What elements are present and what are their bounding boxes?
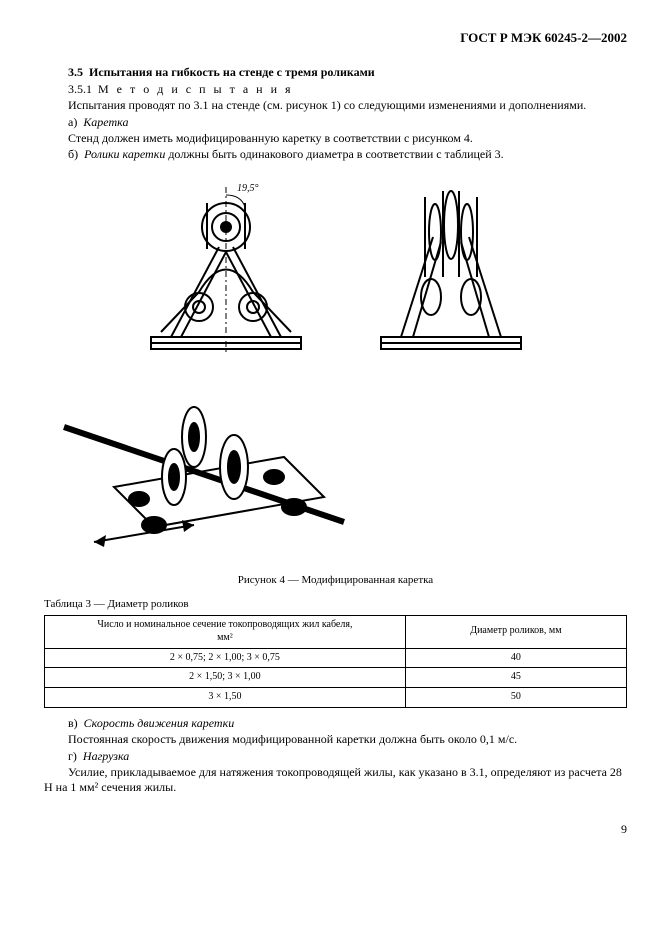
item-a-title: Каретка [83, 115, 128, 129]
subsection-num: 3.5.1 [68, 82, 92, 96]
item-g-label: г) [68, 749, 77, 763]
rollers-table: Число и номинальное сечение токопроводящ… [44, 615, 627, 708]
item-g-text: Усилие, прикладываемое для натяжения ток… [44, 765, 627, 796]
intro-para: Испытания проводят по 3.1 на стенде (см.… [44, 98, 627, 113]
item-v-label: в) [68, 716, 78, 730]
angle-label: 19,5° [237, 183, 259, 194]
cell-b: 50 [405, 688, 626, 708]
table-header-b: Диаметр роликов, мм [405, 615, 626, 648]
cell-b: 40 [405, 648, 626, 668]
table-header-a: Число и номинальное сечение токопроводящ… [45, 615, 406, 648]
item-v-title: Скорость движения каретки [84, 716, 235, 730]
table-row: 2 × 0,75; 2 × 1,00; 3 × 0,75 40 [45, 648, 627, 668]
item-v-header: в) Скорость движения каретки [44, 716, 627, 731]
table-row: 2 × 1,50; 3 × 1,00 45 [45, 668, 627, 688]
item-b-label: б) [68, 147, 78, 161]
subsection-line: 3.5.1 М е т о д и с п ы т а н и я [44, 82, 627, 97]
cell-a: 2 × 1,50; 3 × 1,00 [45, 668, 406, 688]
header-a-l1: Число и номинальное сечение токопроводящ… [97, 619, 352, 630]
item-g-title: Нагрузка [83, 749, 129, 763]
section-title: 3.5 Испытания на гибкость на стенде с тр… [44, 65, 627, 80]
figure-caption: Рисунок 4 — Модифицированная каретка [44, 573, 627, 587]
figures-row: 19,5° [44, 177, 627, 357]
standard-header: ГОСТ Р МЭК 60245-2—2002 [44, 30, 627, 47]
subsection-title: М е т о д и с п ы т а н и я [98, 82, 293, 96]
item-b-line: б) Ролики каретки должны быть одинаковог… [44, 147, 627, 162]
item-g-header: г) Нагрузка [44, 749, 627, 764]
item-a-header: а) Каретка [44, 115, 627, 130]
figure-front-view: 19,5° [141, 177, 311, 357]
item-v-text: Постоянная скорость движения модифициров… [44, 732, 627, 747]
page-number: 9 [44, 822, 627, 837]
item-b-title: Ролики каретки [84, 147, 165, 161]
item-a-label: а) [68, 115, 77, 129]
item-a-text: Стенд должен иметь модифицированную каре… [44, 131, 627, 146]
header-a-l2: мм² [217, 632, 233, 643]
section-num: 3.5 [68, 65, 83, 79]
figure-perspective [44, 367, 627, 557]
section-name: Испытания на гибкость на стенде с тремя … [89, 65, 375, 79]
table-header-row: Число и номинальное сечение токопроводящ… [45, 615, 627, 648]
cell-a: 3 × 1,50 [45, 688, 406, 708]
table-caption: Таблица 3 — Диаметр роликов [44, 597, 627, 611]
cell-b: 45 [405, 668, 626, 688]
table-row: 3 × 1,50 50 [45, 688, 627, 708]
figure-side-view [371, 177, 531, 357]
cell-a: 2 × 0,75; 2 × 1,00; 3 × 0,75 [45, 648, 406, 668]
item-b-text: должны быть одинакового диаметра в соотв… [165, 147, 503, 161]
